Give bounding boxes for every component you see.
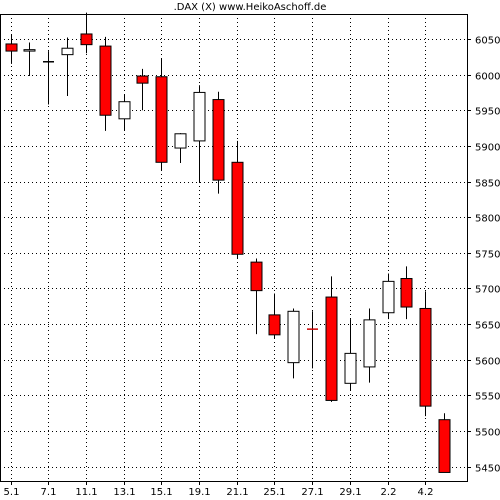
- candle: [99, 36, 112, 131]
- candle: [193, 85, 206, 183]
- candle: [307, 311, 318, 369]
- y-tick-label: 5650: [475, 321, 500, 332]
- candle: [155, 58, 168, 171]
- x-tick-label: 25.1: [263, 487, 285, 498]
- y-axis: 5450 5500 5550 5600 5650 5700 5750 5800 5850 5900…: [467, 36, 500, 475]
- candle: [118, 94, 131, 131]
- x-tick-label: 13.1: [113, 487, 135, 498]
- y-tick-label: 5450: [475, 464, 500, 475]
- candle: [363, 308, 376, 383]
- chart-title: .DAX (X) www.HeikoAschoff.de: [174, 2, 327, 13]
- y-tick-label: 6050: [475, 36, 500, 47]
- candle: [325, 276, 338, 402]
- y-tick-label: 5800: [475, 214, 500, 225]
- y-tick-label: 5600: [475, 357, 500, 368]
- candle: [5, 33, 18, 64]
- candle: [212, 91, 225, 194]
- candle-body: [325, 296, 338, 401]
- candle: [23, 42, 36, 77]
- candle-layer: [5, 12, 451, 473]
- candle-body: [250, 261, 263, 292]
- candle: [419, 291, 432, 417]
- candle-body: [344, 352, 357, 384]
- candle-body: [61, 47, 74, 56]
- candle: [382, 273, 395, 320]
- candle-body: [155, 76, 168, 163]
- candle-body: [23, 49, 36, 52]
- y-tick-label: 6000: [475, 72, 500, 83]
- candle: [61, 37, 74, 96]
- candle-body: [438, 419, 451, 473]
- candle-body: [118, 101, 131, 120]
- candle-body: [287, 310, 300, 364]
- plot-frame: [0, 14, 468, 482]
- candle-body: [80, 33, 93, 46]
- candle-body: [99, 45, 112, 116]
- y-tick-label: 5750: [475, 250, 500, 261]
- x-tick-label: 29.1: [339, 487, 361, 498]
- candle: [344, 319, 357, 391]
- candle-body: [400, 278, 413, 308]
- x-tick-label: 7.1: [41, 487, 57, 498]
- candle: [400, 266, 413, 320]
- candle-body: [136, 75, 149, 84]
- x-tick-label: 4.2: [418, 487, 434, 498]
- x-axis: 5.1 7.1 11.1 13.1 15.1 19.1 21.1 25.1 27.1 29.1 2.…: [4, 481, 434, 498]
- y-tick-label: 5550: [475, 392, 500, 403]
- candle: [250, 258, 263, 335]
- candle: [231, 140, 244, 259]
- x-tick-label: 21.1: [226, 487, 248, 498]
- candle-body: [382, 280, 395, 314]
- y-tick-label: 5500: [475, 428, 500, 439]
- x-tick-label: 11.1: [75, 487, 97, 498]
- x-tick-label: 5.1: [4, 487, 20, 498]
- candle-body: [363, 319, 376, 368]
- y-tick-label: 5700: [475, 285, 500, 296]
- candle: [287, 308, 300, 379]
- candle-body: [268, 314, 281, 336]
- x-tick-label: 19.1: [188, 487, 210, 498]
- candle: [438, 413, 451, 473]
- candle: [43, 51, 54, 105]
- candle-body: [174, 133, 187, 149]
- candle-body: [193, 91, 206, 142]
- candle: [80, 12, 93, 54]
- candle-body: [5, 43, 18, 52]
- y-tick-label: 5950: [475, 107, 500, 118]
- candle-body: [231, 161, 244, 255]
- candle: [268, 293, 281, 339]
- x-tick-label: 2.2: [381, 487, 397, 498]
- candle-body: [419, 307, 432, 407]
- candle-body: [212, 99, 225, 181]
- x-tick-label: 27.1: [301, 487, 323, 498]
- x-tick-label: 15.1: [150, 487, 172, 498]
- y-tick-label: 5850: [475, 179, 500, 190]
- candle: [174, 133, 187, 164]
- y-tick-label: 5900: [475, 143, 500, 154]
- candle: [136, 68, 149, 111]
